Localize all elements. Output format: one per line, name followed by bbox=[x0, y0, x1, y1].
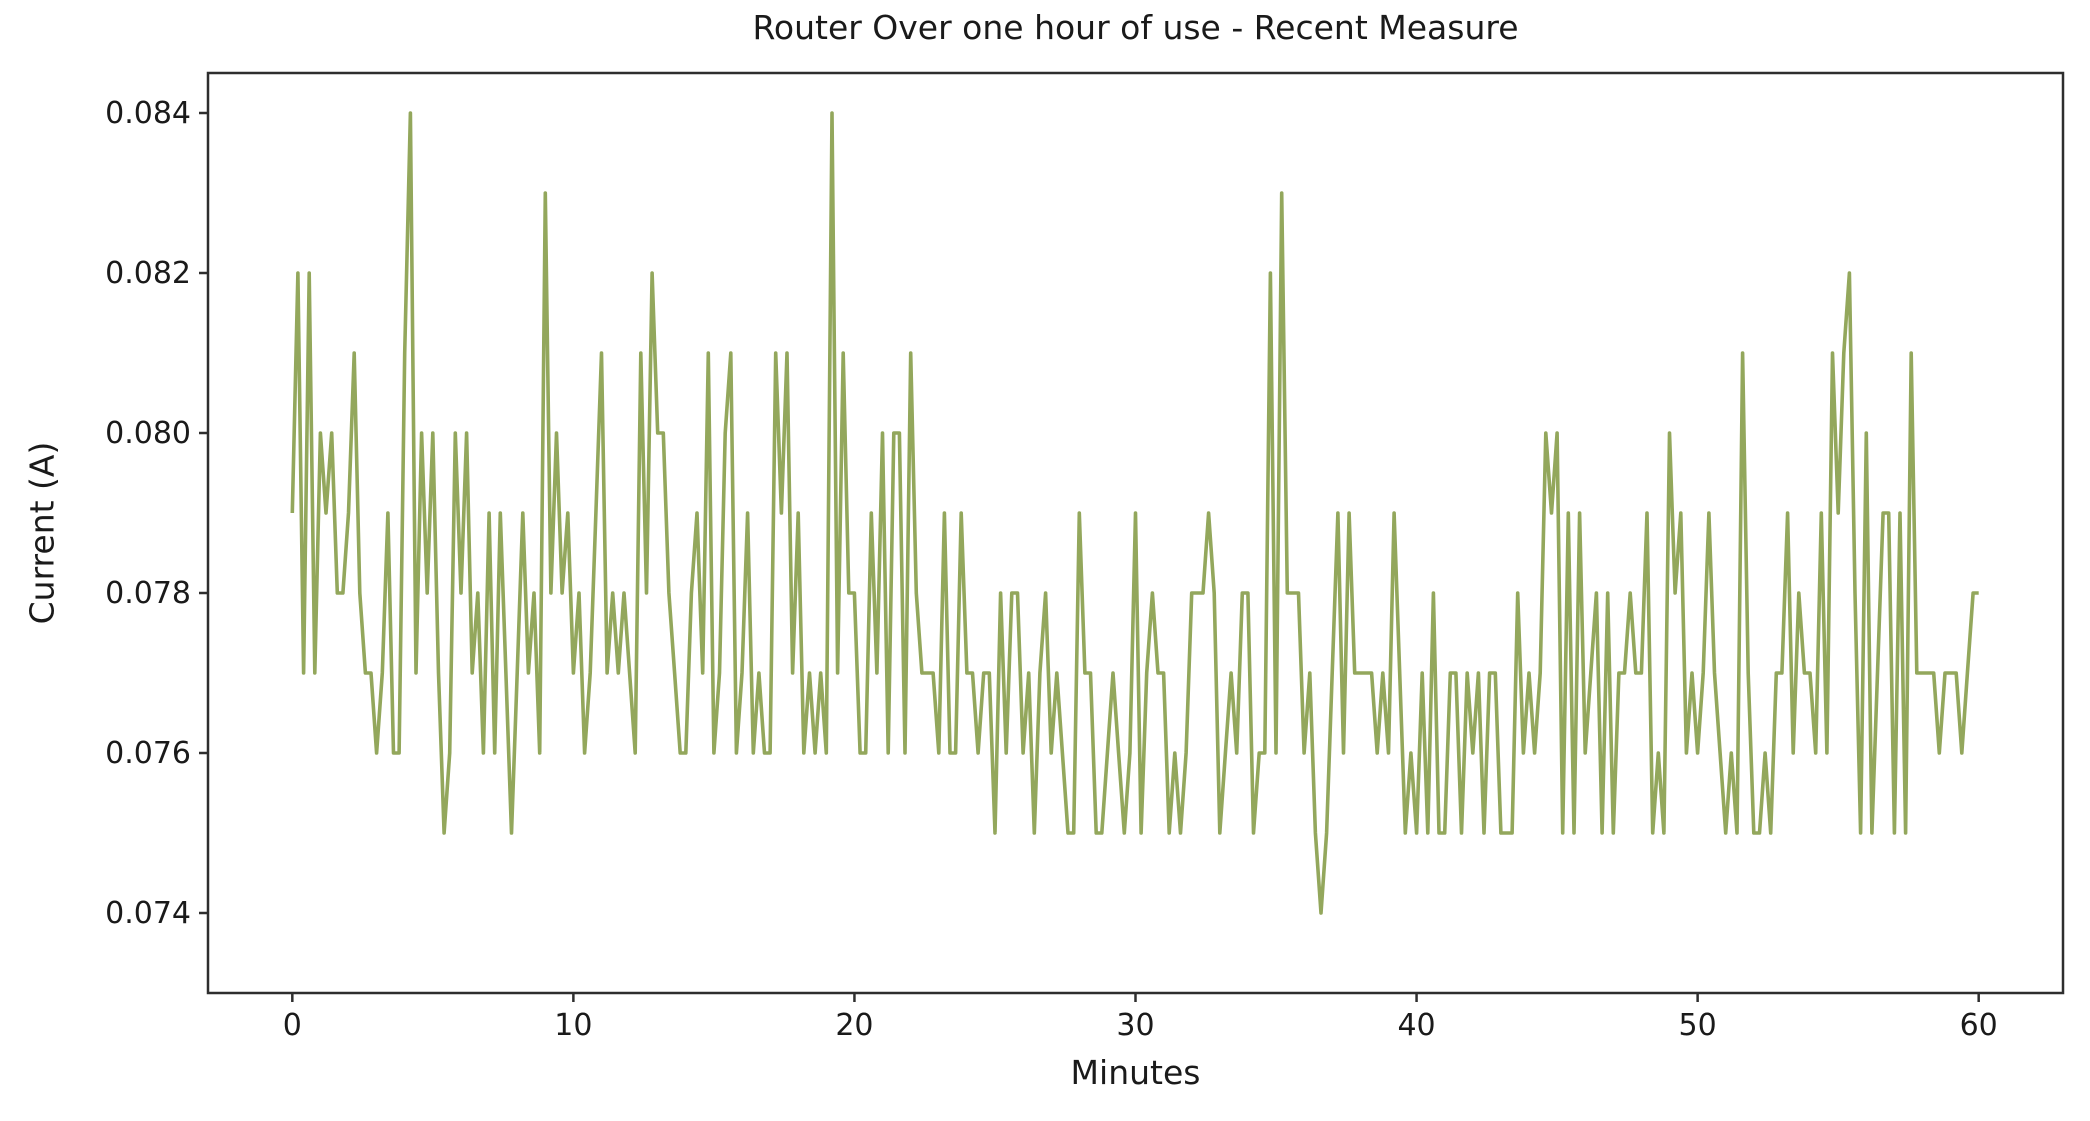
x-tick-label: 10 bbox=[554, 1008, 592, 1043]
y-tick-label: 0.078 bbox=[105, 576, 191, 611]
y-tick-label: 0.084 bbox=[105, 96, 191, 131]
chart-title: Router Over one hour of use - Recent Mea… bbox=[752, 8, 1519, 47]
data-line bbox=[290, 111, 1979, 915]
plot-frame bbox=[206, 71, 2065, 995]
x-tick-label: 40 bbox=[1397, 1008, 1435, 1043]
x-tick-label: 0 bbox=[283, 1008, 302, 1043]
x-axis-label: Minutes bbox=[1070, 1053, 1201, 1092]
y-tick-label: 0.082 bbox=[105, 256, 191, 291]
x-tick-label: 60 bbox=[1960, 1008, 1998, 1043]
y-tick-label: 0.076 bbox=[105, 736, 191, 771]
y-tick-label: 0.074 bbox=[105, 896, 191, 931]
x-tick-label: 50 bbox=[1679, 1008, 1717, 1043]
x-tick-label: 30 bbox=[1116, 1008, 1154, 1043]
y-tick-label: 0.080 bbox=[105, 416, 191, 451]
x-tick-label: 20 bbox=[835, 1008, 873, 1043]
y-axis-label: Current (A) bbox=[22, 441, 62, 625]
